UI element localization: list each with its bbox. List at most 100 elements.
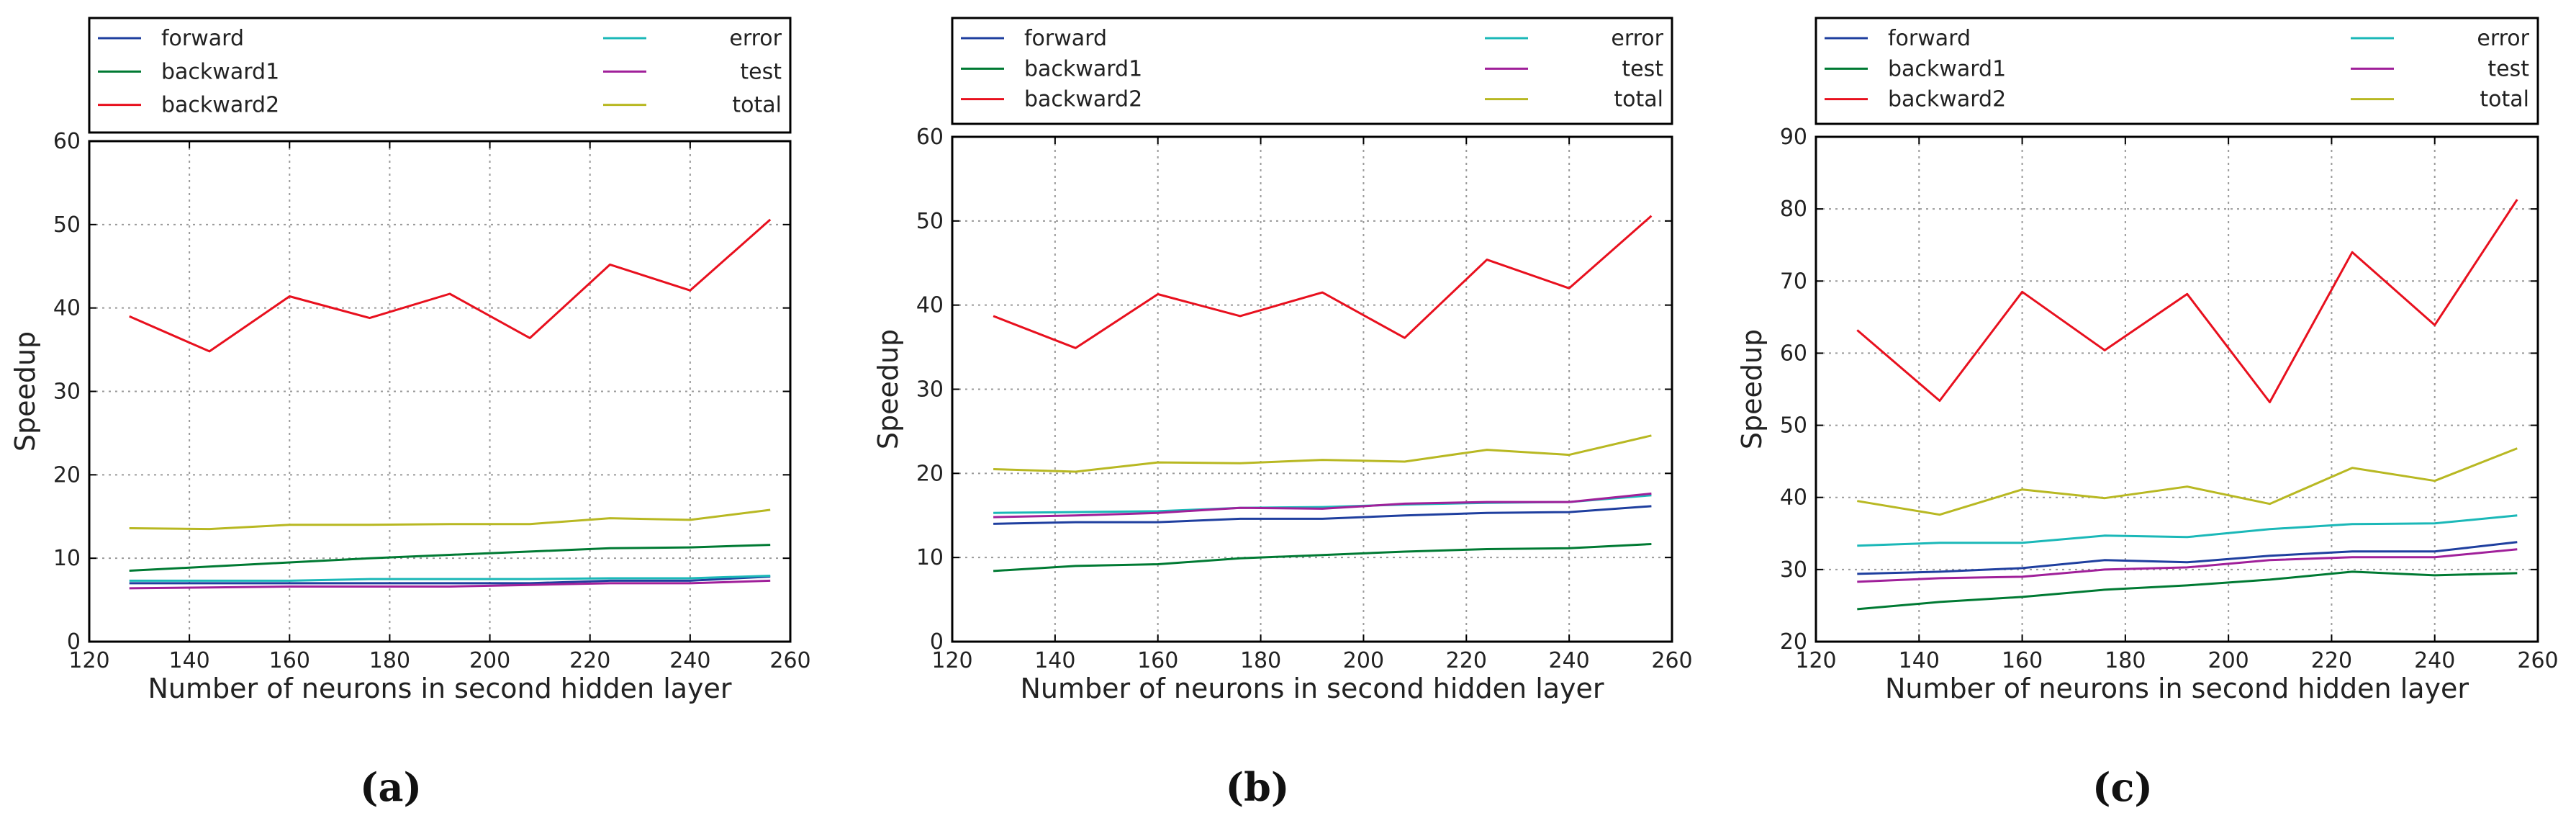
x-tick-label: 240 [669, 648, 710, 673]
y-tick-label: 40 [53, 296, 81, 321]
y-tick-label: 60 [53, 129, 81, 154]
x-tick-label: 260 [2517, 648, 2558, 673]
y-tick-label: 50 [53, 212, 81, 238]
legend: forward backward1 backward2 error test total [1815, 17, 2539, 125]
chart-panel-1: 120 140 160 180 200 220 240 260 0 10 20 30 40 50 60 Num… [9, 17, 811, 810]
legend-label-total: total [2480, 87, 2529, 112]
x-tick-label: 120 [931, 648, 972, 673]
y-tick-label: 80 [1780, 197, 1807, 222]
x-tick-label: 120 [68, 648, 109, 673]
x-tick-label: 200 [469, 648, 510, 673]
y-tick-label: 50 [916, 209, 944, 234]
y-tick-label: 20 [53, 462, 81, 488]
x-tick-label: 160 [269, 648, 310, 673]
x-tick-label: 260 [1651, 648, 1692, 673]
panel-caption: (a) [360, 764, 422, 810]
legend-label-backward1: backward1 [161, 59, 279, 84]
y-tick-label: 20 [1780, 629, 1807, 655]
legend-label-error: error [1611, 26, 1663, 51]
series-line-total [993, 434, 1652, 473]
series-line-backward1 [129, 544, 771, 572]
legend-frame [1815, 17, 2539, 125]
series-line-forward [993, 505, 1652, 525]
series-line-backward2 [993, 215, 1653, 349]
x-tick-label: 200 [1343, 648, 1384, 673]
x-axis-label: Number of neurons in second hidden layer [1020, 673, 1604, 704]
chart-panel-3: 120 140 160 180 200 220 240 260 20 30 40 50 60 70 80 90… [1736, 17, 2559, 810]
x-tick-label: 120 [1795, 648, 1836, 673]
x-tick-label: 140 [1034, 648, 1075, 673]
y-tick-label: 10 [53, 546, 81, 571]
x-tick-label: 160 [1137, 648, 1178, 673]
series-line-test [1857, 548, 2518, 583]
legend-label-error: error [2477, 26, 2529, 51]
series-line-backward1 [1857, 570, 2518, 611]
x-axis-label: Number of neurons in second hidden layer [148, 673, 731, 704]
y-tick-label: 60 [916, 125, 944, 150]
y-tick-label: 10 [916, 545, 944, 570]
x-tick-label: 220 [1446, 648, 1487, 673]
series-line-test [993, 492, 1652, 519]
panel-caption: (c) [2092, 764, 2153, 810]
legend-label-test: test [740, 59, 782, 84]
legend-label-error: error [729, 26, 782, 51]
y-tick-label: 30 [53, 380, 81, 405]
series-line-forward [129, 575, 771, 585]
x-tick-label: 180 [369, 648, 410, 673]
legend-label-backward1: backward1 [1024, 56, 1142, 81]
series-line-total [129, 508, 771, 531]
legend: forward backward1 backward2 error test total [88, 17, 792, 134]
legend-label-forward: forward [1024, 26, 1107, 51]
x-tick-label: 160 [2002, 648, 2043, 673]
y-tick-label: 0 [930, 629, 944, 655]
legend-label-test: test [2487, 56, 2529, 81]
x-axis-label: Number of neurons in second hidden layer [1885, 673, 2469, 704]
y-tick-label: 40 [1780, 485, 1807, 511]
legend-label-forward: forward [161, 26, 244, 51]
y-tick-label: 50 [1780, 413, 1807, 439]
series-line-total [1857, 447, 2518, 516]
x-tick-label: 240 [2414, 648, 2455, 673]
series-line-backward2 [1856, 199, 2518, 403]
series-line-error [129, 575, 771, 582]
legend-label-test: test [1622, 56, 1663, 81]
y-tick-label: 0 [67, 629, 81, 655]
legend-label-forward: forward [1888, 26, 1971, 51]
x-tick-label: 140 [1899, 648, 1940, 673]
legend: forward backward1 backward2 error test total [951, 17, 1673, 125]
plot-frame [951, 135, 1673, 643]
chart-panel-2: 120 140 160 180 200 220 240 260 0 10 20 30 40 50 60 Num… [872, 17, 1693, 810]
x-tick-label: 240 [1549, 648, 1590, 673]
legend-label-backward2: backward2 [1024, 87, 1142, 112]
plot-frame [88, 140, 792, 643]
y-tick-label: 90 [1780, 125, 1807, 150]
y-tick-label: 20 [916, 461, 944, 486]
y-axis-label: Speedup [9, 331, 41, 452]
x-tick-label: 180 [1240, 648, 1281, 673]
y-tick-label: 60 [1780, 341, 1807, 366]
x-tick-label: 220 [2311, 648, 2352, 673]
series-line-forward [1857, 541, 2518, 575]
y-axis-label: Speedup [1736, 329, 1768, 449]
x-tick-label: 180 [2105, 648, 2146, 673]
x-tick-label: 140 [169, 648, 210, 673]
legend-label-backward2: backward2 [1888, 87, 2006, 112]
series-line-test [129, 579, 771, 590]
y-tick-label: 40 [916, 293, 944, 318]
y-tick-label: 30 [916, 377, 944, 403]
y-axis-label: Speedup [872, 329, 904, 449]
legend-label-total: total [732, 93, 782, 118]
legend-frame [88, 17, 792, 134]
panel-caption: (b) [1226, 764, 1290, 810]
legend-label-backward1: backward1 [1888, 56, 2006, 81]
legend-label-backward2: backward2 [161, 93, 279, 118]
x-tick-label: 200 [2208, 648, 2249, 673]
x-tick-label: 220 [569, 648, 610, 673]
y-tick-label: 70 [1780, 269, 1807, 294]
legend-frame [951, 17, 1673, 125]
series-line-backward2 [129, 218, 772, 353]
plot-frame [1815, 135, 2539, 643]
series-line-backward1 [993, 543, 1652, 573]
x-tick-label: 260 [769, 648, 810, 673]
